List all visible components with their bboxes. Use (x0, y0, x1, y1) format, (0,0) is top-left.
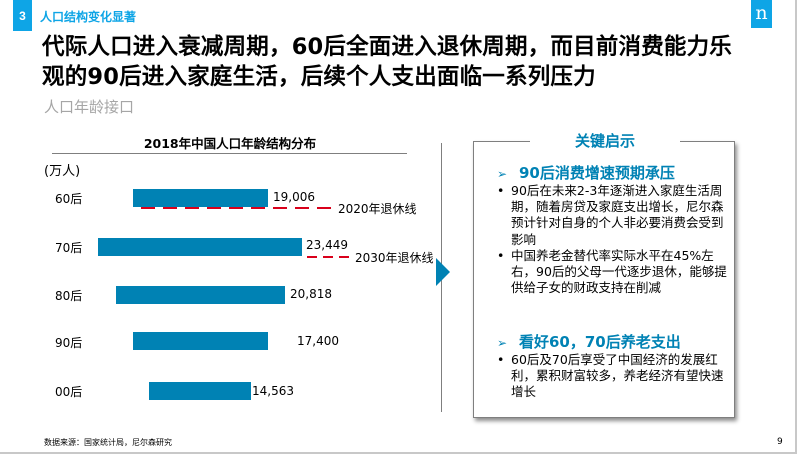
category-label: 90后 (55, 336, 83, 350)
category-label: 80后 (55, 289, 83, 303)
retirement-label-2020: 2020年退休线 (338, 202, 417, 216)
category-label: 60后 (55, 192, 83, 206)
bullet-item: 60后及70后享受了中国经济的发展红利，累积财富较多，养老经济有望快速增长 (495, 352, 735, 401)
section-number: 3 (19, 8, 26, 23)
section-number-badge: 3 (13, 0, 32, 31)
value-label: 19,006 (273, 190, 315, 204)
retirement-line-2020 (141, 207, 331, 209)
insight-heading: ➢ 90后消费增速预期承压 (497, 162, 675, 183)
chart-unit-label: (万人) (44, 164, 81, 179)
page-subtitle: 人口年龄接口 (44, 98, 135, 116)
insights-title: 关键启示 (530, 128, 680, 153)
data-source: 数据来源：国家统计局，尼尔森研究 (44, 438, 172, 447)
chart-title: 2018年中国人口年龄结构分布 (143, 136, 317, 151)
page-number: 9 (777, 437, 783, 447)
section-label: 人口结构变化显著 (40, 10, 137, 24)
retirement-line-2030 (307, 256, 351, 258)
value-label: 14,563 (252, 384, 294, 398)
insight-heading-text: 看好60，70后养老支出 (519, 333, 681, 351)
insight-bullets: 60后及70后享受了中国经济的发展红利，累积财富较多，养老经济有望快速增长 (495, 352, 735, 401)
bullet-item: 中国养老金替代率实际水平在45%左右，90后的父母一代逐步退休，能够提供给子女的… (495, 248, 735, 297)
retirement-label-2030: 2030年退休线 (355, 251, 434, 265)
bullet-item: 90后在未来2-3年逐渐进入家庭生活周期，随着房贷及家庭支出增长，尼尔森预计针对… (495, 183, 735, 248)
bar-90s (133, 332, 268, 350)
page-title: 代际人口进入衰减周期，60后全面进入退休周期，而目前消费能力乐观的90后进入家庭… (42, 34, 733, 90)
bar-70s (98, 238, 302, 256)
bar-00s (149, 382, 251, 400)
value-label: 23,449 (306, 238, 348, 252)
arrow-bullet-icon: ➢ (497, 167, 508, 181)
insight-heading-text: 90后消费增速预期承压 (519, 164, 675, 182)
bar-60s (133, 189, 268, 207)
chevron-right-icon (436, 258, 450, 286)
bar-80s (116, 286, 285, 304)
value-label: 17,400 (297, 334, 339, 348)
insight-heading: ➢ 看好60，70后养老支出 (497, 331, 681, 352)
arrow-bullet-icon: ➢ (497, 336, 508, 350)
chart-title-rule (52, 153, 407, 154)
nielsen-logo-icon: n (751, 0, 772, 28)
value-label: 20,818 (290, 287, 332, 301)
insight-bullets: 90后在未来2-3年逐渐进入家庭生活周期，随着房贷及家庭支出增长，尼尔森预计针对… (495, 183, 735, 296)
category-label: 70后 (55, 241, 83, 255)
category-label: 00后 (55, 385, 83, 399)
